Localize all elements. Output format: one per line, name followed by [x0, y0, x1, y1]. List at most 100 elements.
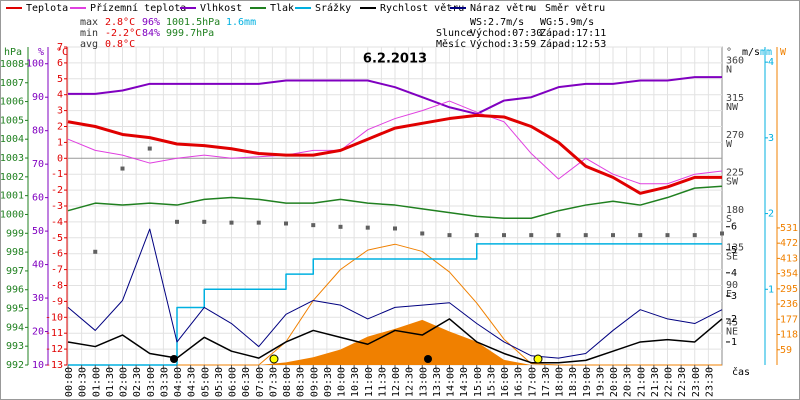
y-tick-label: -9 [51, 296, 63, 307]
y-tick-label: 1004 [0, 134, 24, 145]
y-tick-label: 10 [32, 360, 44, 371]
x-tick-label: 03:30 [159, 367, 170, 397]
stat: avg [80, 39, 98, 50]
point [338, 224, 343, 229]
axis-unit: m/s [742, 47, 760, 58]
stat: 84% [142, 28, 160, 39]
y-tick-label: 295 [780, 284, 798, 295]
y-tick-label: -7 [51, 265, 63, 276]
y-tick-label: 2 [57, 122, 63, 133]
point [502, 233, 506, 238]
stat: 96% [142, 17, 160, 28]
x-tick-label: 10:00 [337, 367, 348, 397]
y-tick-name: W [726, 139, 733, 150]
point [311, 223, 316, 228]
y-tick-name: NW [726, 102, 739, 113]
line [67, 113, 722, 195]
x-tick-label: 12:00 [391, 367, 402, 397]
y-tick-label: 354 [780, 269, 798, 280]
y-tick-label: 6 [731, 222, 737, 233]
chart-title: 6.2.2013 [363, 52, 427, 67]
point [420, 231, 425, 236]
y-tick-label: 50 [32, 226, 44, 237]
y-tick-label: 135 [726, 243, 744, 254]
sunset-icon [533, 354, 543, 364]
point [692, 233, 697, 238]
y-tick-label: 2 [768, 209, 774, 220]
info: WS:2.7m/s [470, 17, 524, 28]
y-tick-label: 118 [780, 330, 798, 341]
legend-label: Směr větru [545, 2, 605, 14]
y-tick-label: 4 [768, 57, 774, 68]
x-tick-label: 07:30 [268, 367, 279, 397]
y-tick-name: E [726, 289, 732, 300]
y-tick-name: N [726, 64, 732, 75]
x-axis-label: čas [732, 366, 750, 378]
info: Západ:12:53 [540, 38, 606, 50]
stat: 1001.5hPa [166, 17, 220, 28]
y-tick-label: 90 [32, 92, 44, 103]
x-tick-label: 09:30 [323, 367, 334, 397]
point [229, 220, 234, 225]
x-tick-label: 11:00 [364, 367, 375, 397]
moonrise-icon [170, 355, 178, 363]
x-tick-label: 18:30 [568, 367, 579, 397]
x-tick-label: 08:30 [296, 367, 307, 397]
y-tick-label: -8 [51, 281, 63, 292]
line [67, 228, 723, 359]
legend-label: Tlak [270, 3, 294, 14]
y-tick-label: 3 [731, 291, 737, 302]
axis-unit: % [38, 47, 44, 58]
point [529, 233, 534, 238]
y-tick-label: 2 [731, 314, 737, 325]
x-tick-label: 11:30 [377, 367, 388, 397]
legend-label: Rychlost větru [380, 2, 464, 14]
x-tick-label: 20:00 [609, 367, 620, 397]
stat: 2.8°C [105, 17, 135, 28]
x-tick-label: 23:30 [704, 367, 715, 397]
y-tick-label: -12 [45, 344, 63, 355]
x-tick-label: 03:00 [146, 367, 157, 397]
line [67, 185, 723, 219]
y-tick-label: 3 [768, 133, 774, 144]
y-tick-label: 5 [57, 74, 63, 85]
y-tick-label: -11 [45, 328, 63, 339]
point [583, 233, 588, 238]
area [68, 319, 722, 365]
y-tick-label: 70 [32, 159, 44, 170]
x-tick-label: 19:30 [595, 367, 606, 397]
y-tick-label: 997 [6, 266, 24, 277]
y-tick-name: SW [726, 177, 739, 188]
x-tick-label: 01:00 [91, 367, 102, 397]
y-tick-label: -10 [45, 312, 63, 323]
y-tick-label: 270 [726, 130, 744, 141]
y-tick-name: NE [726, 327, 738, 338]
y-tick-label: 1002 [0, 172, 24, 183]
stat: 1.6mm [226, 17, 256, 28]
legend-label: Vlhkost [200, 3, 242, 14]
point [175, 219, 179, 224]
marks [67, 76, 724, 366]
y-tick-label: 1 [57, 137, 63, 148]
y-tick-label: 1008 [0, 59, 24, 70]
point [393, 226, 397, 231]
x-tick-label: 02:00 [119, 367, 130, 397]
x-tick-label: 22:00 [664, 367, 675, 397]
grid [67, 46, 722, 366]
point [611, 233, 615, 238]
y-tick-label: 6 [57, 58, 63, 69]
axis-unit: hPa [4, 47, 22, 58]
y-tick-label: 531 [780, 223, 798, 234]
x-tick-label: 00:00 [64, 367, 75, 397]
moonset-icon [424, 355, 432, 363]
point [720, 231, 724, 236]
y-tick-label: 1000 [0, 209, 24, 220]
info: Východ:3:59 [470, 38, 536, 50]
x-tick-label: 16:00 [500, 367, 511, 397]
x-tick-label: 01:30 [105, 367, 116, 397]
point [474, 233, 479, 238]
y-tick-label: 45 [726, 318, 738, 329]
point [147, 146, 152, 151]
y-tick-label: 80 [32, 126, 44, 137]
